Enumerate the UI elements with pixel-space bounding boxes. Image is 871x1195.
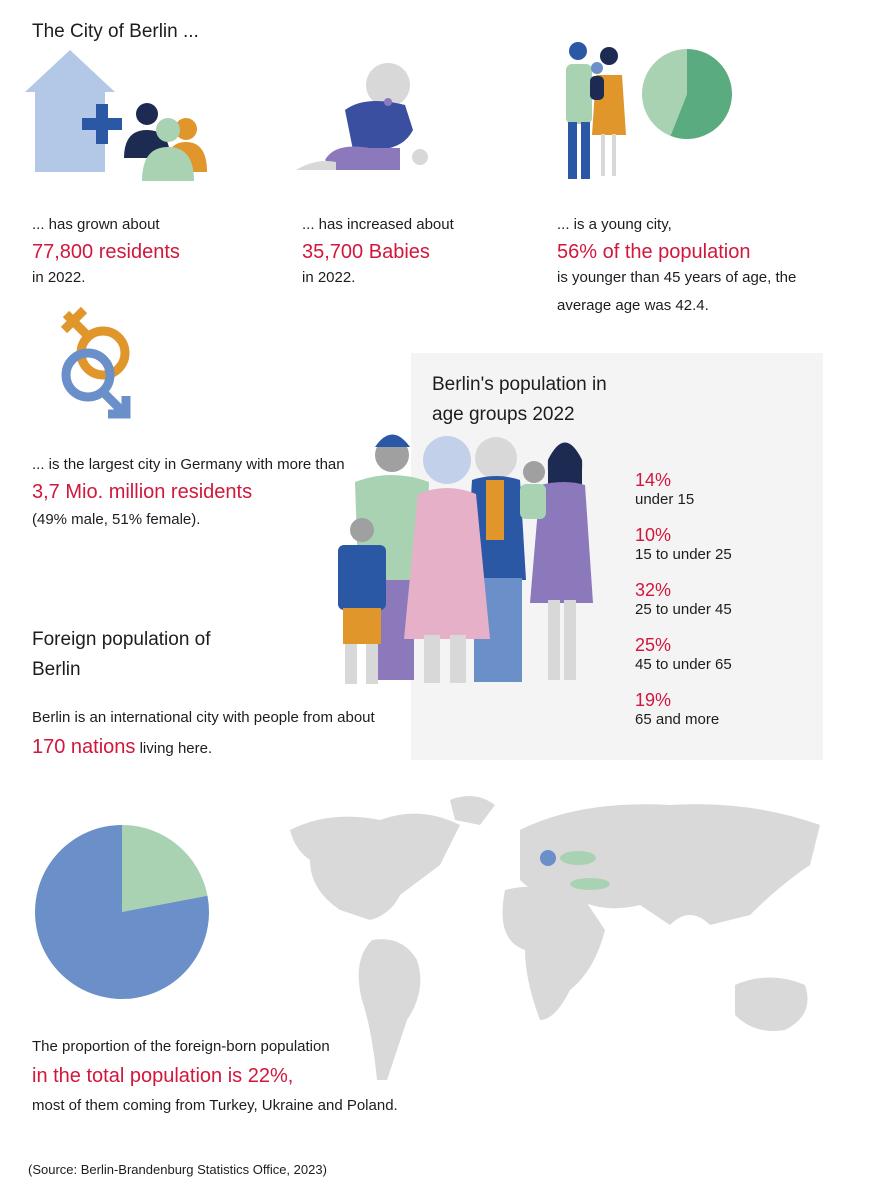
- baby-icon: [296, 63, 428, 170]
- pie-slice: [122, 825, 208, 912]
- age-group: 14% under 15: [635, 470, 694, 510]
- foreign-line: 170 nations living here.: [32, 733, 212, 763]
- house-icon: [25, 50, 207, 181]
- fact-highlight: 77,800 residents: [32, 241, 180, 263]
- age-group: 32% 25 to under 45: [635, 580, 732, 620]
- fact-highlight: 3,7 Mio. million residents: [32, 481, 253, 503]
- fact-intro: ... is a young city,: [557, 216, 672, 233]
- age-label: 25 to under 45: [635, 601, 732, 618]
- foreign-title: Foreign population of Berlin: [32, 629, 211, 680]
- pie-slice: [642, 49, 687, 136]
- fact-intro: ... has grown about: [32, 216, 160, 233]
- gender-icon: [60, 306, 131, 419]
- pie-slice: [670, 49, 733, 139]
- family-illustration: [338, 434, 593, 684]
- world-map: [290, 796, 820, 1080]
- fact-highlight: 35,700 Babies: [302, 241, 430, 263]
- proportion-highlight: in the total population is 22%,: [32, 1065, 294, 1087]
- fact-outro: is younger than 45 years of age, the ave…: [557, 269, 797, 314]
- title: The City of Berlin ...: [32, 21, 199, 42]
- age-share: 25%: [635, 635, 672, 655]
- fact-outro: in 2022.: [32, 269, 86, 286]
- fact-outro: (49% male, 51% female).: [32, 511, 201, 528]
- age-share: 14%: [635, 470, 672, 490]
- family-icon: [566, 42, 626, 179]
- foreign-outro: living here.: [139, 740, 213, 757]
- fact-intro: ... has increased about: [302, 216, 454, 233]
- fact-intro: ... is the largest city in Germany with …: [32, 456, 345, 473]
- age-group: 19% 65 and more: [635, 690, 719, 730]
- proportion-outro: most of them coming from Turkey, Ukraine…: [32, 1097, 398, 1114]
- age-label: 65 and more: [635, 711, 720, 728]
- age-group: 10% 15 to under 25: [635, 525, 732, 565]
- age-title: Berlin's population in age groups 2022: [432, 374, 607, 425]
- age-group: 25% 45 to under 65: [635, 635, 732, 675]
- source: (Source: Berlin-Brandenburg Statistics O…: [28, 1162, 327, 1177]
- age-label: 15 to under 25: [635, 546, 732, 563]
- age-share: 10%: [635, 525, 672, 545]
- foreign-intro: Berlin is an international city with peo…: [32, 709, 375, 726]
- foreign-highlight: 170 nations: [32, 736, 136, 758]
- proportion-intro: The proportion of the foreign-born popul…: [32, 1038, 330, 1055]
- age-share: 32%: [635, 580, 672, 600]
- age-label: 45 to under 65: [635, 656, 732, 673]
- fact-outro: in 2022.: [302, 269, 356, 286]
- pie-slice: [34, 825, 209, 1000]
- age-share: 19%: [635, 690, 672, 710]
- fact-highlight: 56% of the population: [557, 241, 751, 263]
- age-label: under 15: [635, 491, 695, 508]
